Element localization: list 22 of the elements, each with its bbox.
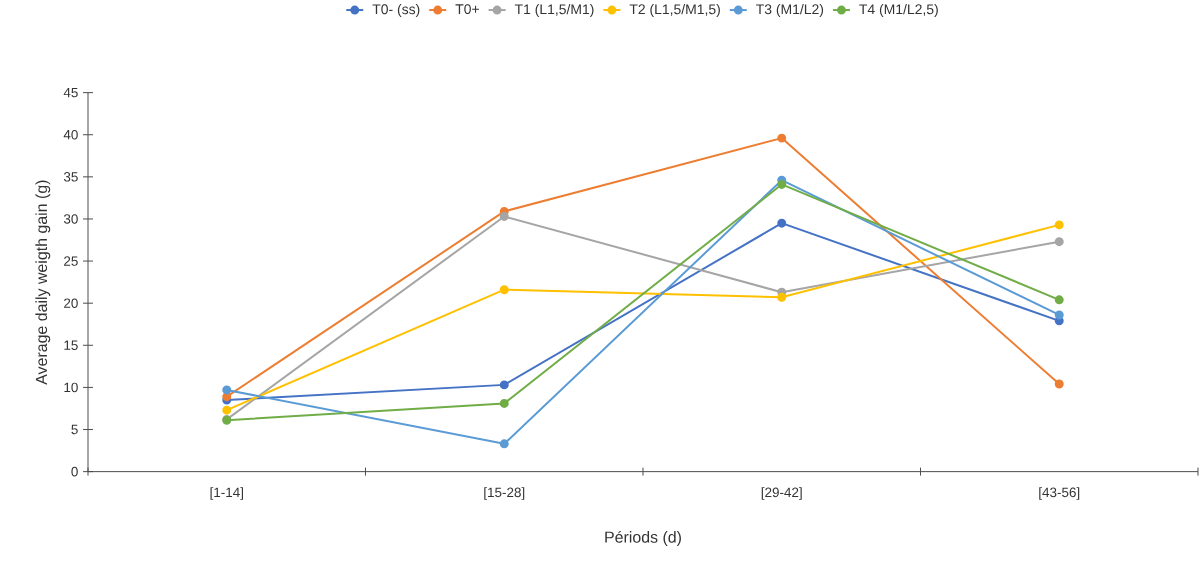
y-tick-label: 15	[64, 340, 78, 351]
legend-label: T0+	[455, 4, 479, 15]
y-tick-label: 10	[64, 382, 78, 393]
y-tick-label: 20	[64, 298, 78, 309]
x-axis-title: Périods (d)	[605, 531, 681, 547]
legend-label: T0- (ss)	[372, 4, 420, 18]
y-tick-label: 35	[63, 172, 78, 182]
x-tick-label: [1-14]	[210, 487, 243, 500]
x-tick-label: [43-56]	[1039, 487, 1080, 500]
legend-label: T1 (L1,5/M1)	[514, 4, 594, 18]
y-axis-title: Average daily weigth gain (g)	[35, 180, 51, 385]
y-tick-label: 30	[63, 214, 78, 224]
y-tick-label: 40	[63, 130, 78, 140]
y-tick-label: 0	[71, 467, 78, 477]
y-tick-label: 45	[63, 88, 78, 98]
x-tick-label: [15-28]	[484, 487, 525, 500]
legend-label: T2 (L1,5/M1,5)	[629, 4, 720, 18]
legend-label: T4 (M1/L2,5)	[859, 4, 938, 18]
x-tick-label: [29-42]	[761, 487, 802, 500]
y-tick-label: 5	[71, 425, 78, 435]
y-tick-label: 25	[64, 256, 78, 267]
legend-label: T3 (M1/L2)	[756, 4, 824, 18]
